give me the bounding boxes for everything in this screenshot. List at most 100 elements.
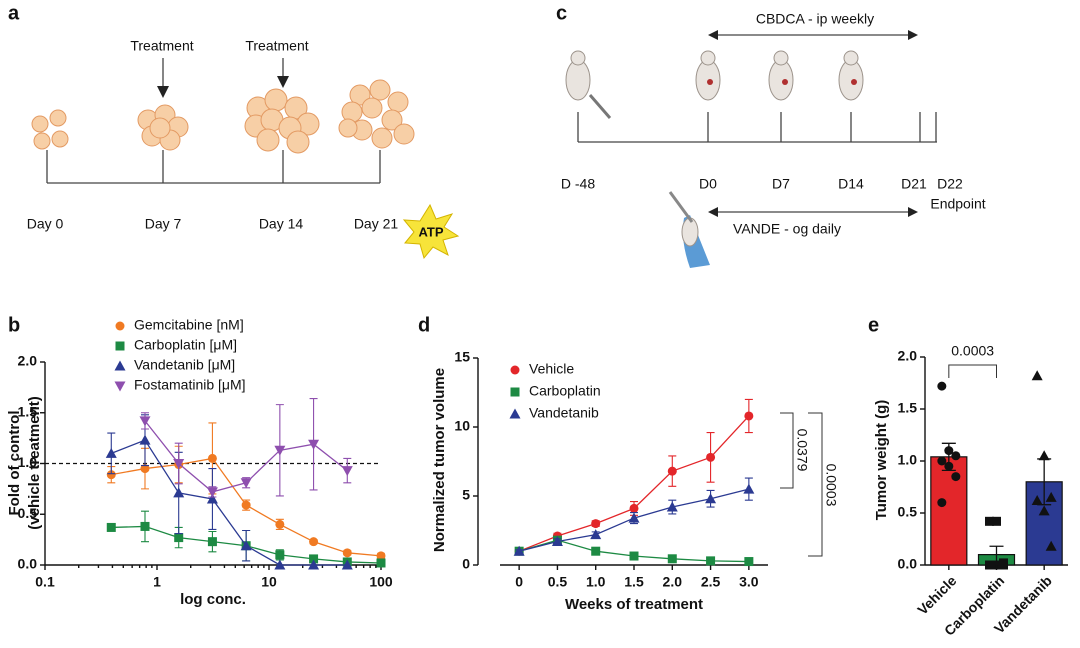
legend-marker bbox=[510, 387, 520, 397]
y-tick-label: 5 bbox=[462, 487, 470, 503]
y-tick-label: 1.0 bbox=[898, 452, 918, 468]
x-tick-label: 0.1 bbox=[35, 574, 55, 590]
legend-label: Fostamatinib [μM] bbox=[134, 377, 246, 393]
x-tick-label: Vehicle bbox=[914, 572, 960, 618]
arrow-label: VANDE - og daily bbox=[733, 221, 841, 237]
x-tick-label: 3.0 bbox=[739, 574, 759, 590]
marker bbox=[706, 452, 716, 462]
marker bbox=[206, 493, 218, 504]
marker bbox=[744, 411, 754, 421]
y-tick-label: 0.0 bbox=[18, 556, 38, 572]
marker bbox=[173, 487, 185, 498]
day-label: D14 bbox=[838, 176, 864, 192]
marker bbox=[308, 559, 320, 570]
annotation: 0.0003 bbox=[951, 343, 994, 359]
legend-label: Carboplatin bbox=[529, 383, 601, 399]
bracket bbox=[780, 412, 794, 489]
day-label: D22 bbox=[937, 176, 963, 192]
bracket bbox=[808, 412, 823, 557]
panel-label: a bbox=[8, 2, 20, 24]
legend-marker bbox=[510, 365, 520, 375]
marker bbox=[105, 447, 117, 458]
marker bbox=[341, 466, 353, 477]
day-label: Day 0 bbox=[27, 216, 64, 232]
y-tick-label: 15 bbox=[454, 349, 470, 365]
marker bbox=[140, 521, 150, 531]
marker bbox=[207, 453, 217, 463]
data-point bbox=[992, 516, 1001, 526]
y-axis-label: Tumor weight (g) bbox=[873, 400, 890, 521]
x-tick-label: 10 bbox=[261, 574, 277, 590]
legend-marker bbox=[114, 360, 126, 371]
marker bbox=[667, 466, 677, 476]
y-tick-label: 0.5 bbox=[18, 505, 38, 521]
day-label: D -48 bbox=[561, 176, 595, 192]
y-tick-label: 0 bbox=[462, 556, 470, 572]
annotation: 0.0379 bbox=[794, 429, 810, 472]
y-tick-label: 1.5 bbox=[898, 400, 918, 416]
data-point bbox=[1045, 540, 1057, 551]
legend-label: Vandetanib bbox=[529, 405, 599, 421]
x-tick-label: 100 bbox=[369, 574, 393, 590]
x-tick-label: 1.0 bbox=[586, 574, 606, 590]
marker bbox=[139, 416, 151, 427]
marker bbox=[106, 470, 116, 480]
marker bbox=[376, 558, 386, 568]
endpoint-label: Endpoint bbox=[930, 196, 985, 212]
arrow-label: CBDCA - ip weekly bbox=[756, 11, 874, 27]
legend-marker bbox=[114, 381, 126, 392]
legend-label: Vandetanib [μM] bbox=[134, 357, 235, 373]
y-tick-label: 2.0 bbox=[898, 348, 918, 364]
x-tick-label: 2.0 bbox=[663, 574, 683, 590]
data-point bbox=[937, 456, 947, 466]
x-axis-label: log conc. bbox=[180, 591, 246, 608]
y-tick-label: 1.0 bbox=[18, 454, 38, 470]
marker bbox=[173, 459, 185, 469]
atp-star bbox=[402, 203, 460, 260]
day-label: Day 21 bbox=[354, 216, 399, 232]
marker bbox=[744, 557, 754, 567]
day-label: Day 7 bbox=[145, 216, 182, 232]
marker bbox=[591, 546, 601, 556]
data-point bbox=[1045, 491, 1057, 502]
y-axis-label: Fold of control bbox=[6, 411, 23, 516]
data-point bbox=[985, 560, 994, 570]
marker bbox=[240, 540, 252, 551]
panel-label: b bbox=[8, 314, 20, 336]
marker bbox=[743, 483, 755, 494]
timeline-c bbox=[577, 30, 937, 217]
marker bbox=[309, 537, 319, 547]
marker bbox=[628, 512, 640, 523]
cells bbox=[31, 79, 415, 154]
y-tick-label: 1.5 bbox=[18, 403, 38, 419]
marker bbox=[174, 533, 184, 543]
series-line bbox=[518, 415, 750, 552]
data-point bbox=[1031, 495, 1043, 506]
legend-label: Carboplatin [μM] bbox=[134, 337, 237, 353]
marker bbox=[667, 554, 677, 564]
x-tick-label: 0.5 bbox=[548, 574, 568, 590]
x-tick-label: 1.5 bbox=[624, 574, 644, 590]
data-point bbox=[1038, 505, 1050, 516]
marker bbox=[241, 500, 251, 510]
marker bbox=[206, 487, 218, 498]
marker bbox=[240, 478, 252, 489]
data-point bbox=[951, 472, 961, 482]
marker bbox=[666, 501, 678, 512]
legend-marker bbox=[115, 321, 125, 331]
treatment-label: Treatment bbox=[130, 38, 193, 54]
legend-label: Gemcitabine [nM] bbox=[134, 317, 244, 333]
x-tick-label: 1 bbox=[153, 574, 161, 590]
day-label: D7 bbox=[772, 176, 790, 192]
legend-marker bbox=[509, 408, 521, 419]
data-point bbox=[985, 516, 994, 526]
marker bbox=[274, 445, 286, 456]
data-point bbox=[999, 560, 1008, 570]
marker bbox=[275, 519, 285, 529]
atp-badge: ATP bbox=[418, 224, 443, 239]
marker bbox=[207, 537, 217, 547]
y-axis-label: Normalized tumor volume bbox=[431, 368, 448, 552]
timeline-a bbox=[46, 58, 381, 184]
treatment-label: Treatment bbox=[245, 38, 308, 54]
